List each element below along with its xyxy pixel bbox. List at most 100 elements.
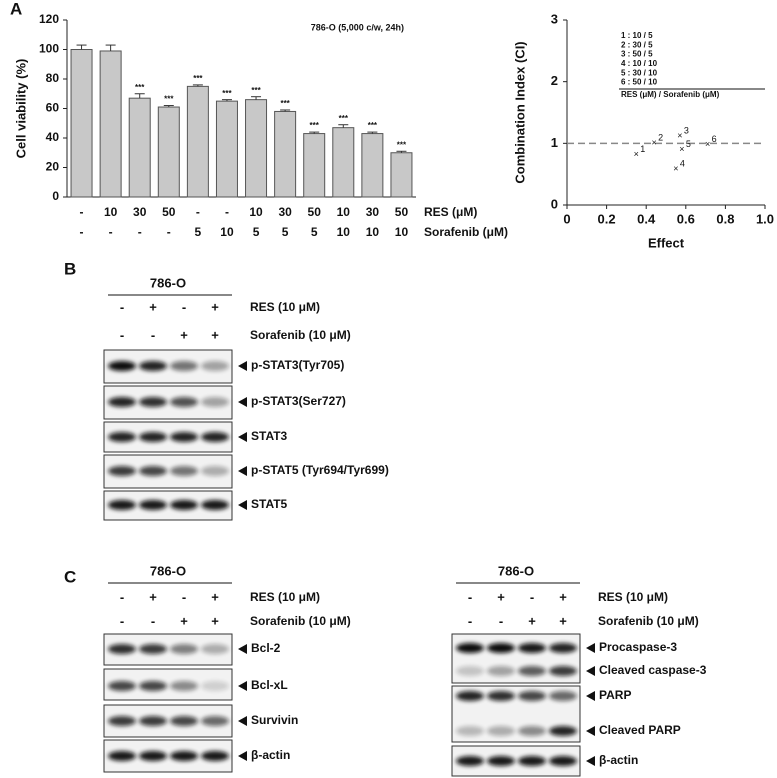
cell-line: 786-O: [498, 563, 534, 578]
x-tick-label: 50: [162, 205, 176, 219]
x-tick-label: 10: [220, 225, 234, 239]
point: ×: [679, 144, 684, 154]
bar: [303, 133, 326, 198]
point-label: 3: [684, 125, 689, 135]
blot-band: [201, 361, 229, 371]
band-label: p-STAT3(Tyr705): [251, 358, 344, 372]
blot-band: [108, 397, 136, 407]
point: ×: [673, 164, 678, 174]
legend-entry: RES (μM) / Sorafenib (μM): [621, 90, 720, 99]
blot-band: [201, 397, 229, 407]
point-label: 1: [640, 144, 645, 154]
x-tick-label: 5: [282, 225, 289, 239]
y-tick-label: 2: [551, 73, 558, 88]
point: ×: [634, 149, 639, 159]
blot-band: [139, 716, 167, 726]
treatment-label: RES (10 μM): [598, 590, 668, 604]
blot-band: [170, 716, 198, 726]
blot-band: [549, 726, 577, 736]
point-label: 5: [686, 139, 691, 149]
blot-band: [549, 643, 577, 653]
x-tick-label: -: [109, 225, 113, 239]
treatment-label: Sorafenib (10 μM): [250, 328, 351, 342]
blot-band: [139, 432, 167, 442]
blot-band: [170, 751, 198, 761]
blot-band: [170, 361, 198, 371]
x-tick-label: 0.4: [637, 211, 656, 226]
arrowhead: [238, 361, 247, 371]
y-tick-label: 80: [46, 71, 60, 85]
point: ×: [705, 139, 710, 149]
blot-band: [456, 643, 484, 653]
cell-line: 786-O: [150, 275, 186, 290]
lane-sign: -: [151, 327, 155, 342]
point: ×: [651, 138, 656, 148]
blot-band: [456, 726, 484, 736]
arrowhead: [238, 397, 247, 407]
band-label: Bcl-2: [251, 641, 281, 655]
arrowhead: [238, 432, 247, 442]
blot-band: [108, 681, 136, 691]
arrowhead: [586, 756, 595, 766]
x-tick-label: -: [138, 225, 142, 239]
y-tick-label: 0: [551, 196, 558, 211]
arrowhead: [238, 681, 247, 691]
arrowhead: [586, 726, 595, 736]
x-tick-label: 30: [133, 205, 147, 219]
blot-band: [201, 432, 229, 442]
blot-band: [139, 681, 167, 691]
blot-band: [518, 643, 546, 653]
lane-sign: -: [182, 589, 186, 604]
x-tick-label: 5: [311, 225, 318, 239]
blot-band: [170, 500, 198, 510]
x-tick-label: 0.2: [598, 211, 616, 226]
blot-band: [108, 716, 136, 726]
annotation: 786-O (5,000 c/w, 24h): [311, 22, 404, 32]
x-tick-label: 10: [366, 225, 380, 239]
x-tick-label: 50: [308, 205, 322, 219]
treatment-label: RES (10 μM): [250, 300, 320, 314]
lane-sign: -: [120, 613, 124, 628]
arrowhead: [238, 500, 247, 510]
blot-band: [108, 432, 136, 442]
blot-band: [518, 726, 546, 736]
y-axis-label: Cell viability (%): [13, 59, 28, 159]
x-tick-label: 10: [395, 225, 409, 239]
significance: ***: [251, 86, 261, 95]
band-label: Procaspase-3: [599, 640, 677, 654]
x-tick-label: -: [80, 225, 84, 239]
arrowhead: [238, 644, 247, 654]
significance: ***: [368, 121, 378, 130]
lane-sign: +: [211, 589, 219, 604]
band-label: β-actin: [599, 753, 638, 767]
bar: [245, 99, 268, 198]
panel-label: B: [64, 259, 76, 278]
y-tick-label: 40: [46, 130, 60, 144]
blot-band: [108, 500, 136, 510]
blot-band: [108, 361, 136, 371]
x-row-label: Sorafenib (μM): [424, 225, 508, 239]
lane-sign: -: [182, 299, 186, 314]
bar: [99, 50, 122, 198]
legend-entry: 2 : 30 / 5: [621, 40, 653, 49]
lane-sign: -: [468, 589, 472, 604]
blot-band: [170, 644, 198, 654]
significance: ***: [193, 74, 203, 83]
treatment-label: RES (10 μM): [250, 590, 320, 604]
y-tick-label: 20: [46, 160, 60, 174]
x-tick-label: -: [196, 205, 200, 219]
arrowhead: [238, 716, 247, 726]
y-tick-label: 0: [52, 189, 59, 203]
blot-band: [139, 361, 167, 371]
legend-entry: 6 : 50 / 10: [621, 78, 658, 87]
blot-band: [201, 751, 229, 761]
bar: [157, 106, 180, 198]
bar: [70, 49, 93, 198]
arrowhead: [238, 466, 247, 476]
significance: ***: [280, 99, 290, 108]
x-tick-label: 30: [278, 205, 292, 219]
band-label: Cleaved caspase-3: [599, 663, 707, 677]
x-tick-label: 1.0: [756, 211, 774, 226]
lane-sign: +: [211, 327, 219, 342]
x-tick-label: 10: [104, 205, 118, 219]
